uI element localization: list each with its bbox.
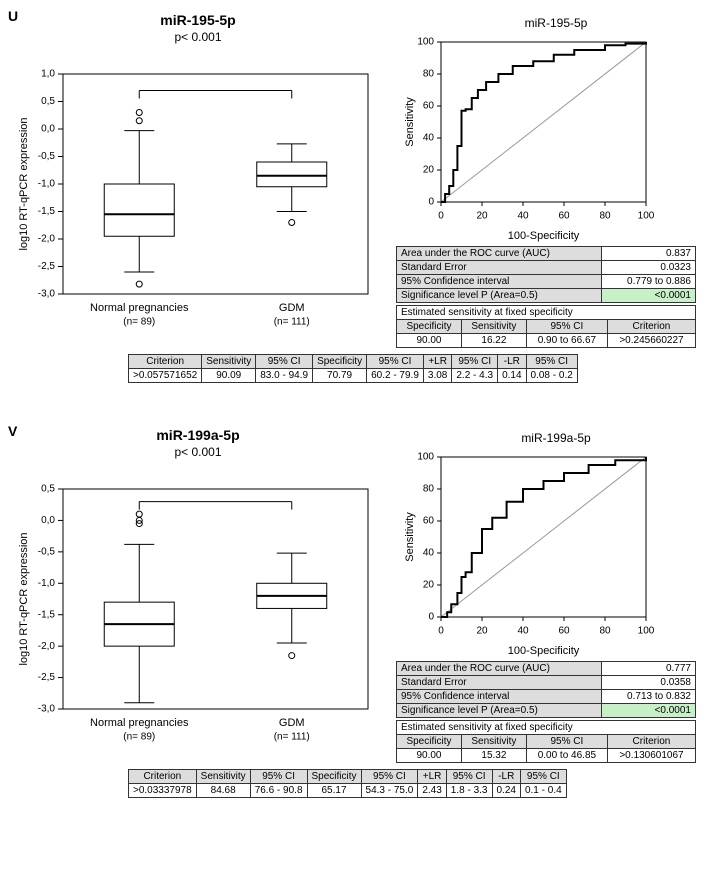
svg-text:(n= 111): (n= 111) bbox=[274, 317, 310, 328]
svg-text:-2,5: -2,5 bbox=[38, 261, 56, 272]
estimated-sensitivity-table: Estimated sensitivity at fixed specifici… bbox=[396, 720, 696, 763]
svg-text:0: 0 bbox=[438, 626, 444, 637]
svg-text:-2,0: -2,0 bbox=[38, 234, 56, 245]
svg-text:100-Specificity: 100-Specificity bbox=[508, 645, 580, 657]
svg-text:-1,0: -1,0 bbox=[38, 179, 56, 190]
svg-text:100: 100 bbox=[417, 37, 434, 48]
svg-text:40: 40 bbox=[423, 548, 435, 559]
svg-text:0: 0 bbox=[428, 612, 434, 623]
svg-text:-0,5: -0,5 bbox=[38, 546, 56, 557]
panel-V: VmiR-199a-5p p< 0.001 -3,0 -2,5 -2,0 -1,5 -1,0… bbox=[8, 423, 719, 798]
svg-text:80: 80 bbox=[423, 484, 435, 495]
svg-text:80: 80 bbox=[599, 211, 611, 222]
svg-text:100: 100 bbox=[417, 452, 434, 463]
svg-text:0,5: 0,5 bbox=[41, 484, 55, 495]
stats-table: Area under the ROC curve (AUC)0.837Stand… bbox=[396, 246, 696, 303]
panel-letter: V bbox=[8, 423, 17, 439]
criterion-table: CriterionSensitivity95% CISpecificity95%… bbox=[128, 354, 578, 383]
roc-title: miR-195-5p bbox=[396, 16, 716, 30]
svg-text:80: 80 bbox=[599, 626, 611, 637]
svg-text:20: 20 bbox=[476, 211, 488, 222]
svg-text:Sensitivity: Sensitivity bbox=[404, 512, 416, 562]
svg-text:20: 20 bbox=[476, 626, 488, 637]
svg-text:GDM: GDM bbox=[279, 302, 305, 314]
panel-letter: U bbox=[8, 8, 18, 24]
roc-chart: 0 20 40 60 80 100 0 20 40 60 80 100 100-Specificity S… bbox=[396, 32, 656, 242]
svg-text:1,0: 1,0 bbox=[41, 69, 55, 80]
svg-text:100: 100 bbox=[638, 626, 655, 637]
stats-table: Area under the ROC curve (AUC)0.777Stand… bbox=[396, 661, 696, 718]
svg-text:0: 0 bbox=[438, 211, 444, 222]
svg-text:Normal pregnancies: Normal pregnancies bbox=[90, 302, 189, 314]
svg-text:(n= 89): (n= 89) bbox=[123, 732, 155, 743]
svg-text:40: 40 bbox=[423, 133, 435, 144]
svg-text:(n= 89): (n= 89) bbox=[123, 317, 155, 328]
svg-text:60: 60 bbox=[423, 101, 435, 112]
svg-text:60: 60 bbox=[423, 516, 435, 527]
svg-text:-0,5: -0,5 bbox=[38, 151, 56, 162]
roc-title: miR-199a-5p bbox=[396, 431, 716, 445]
svg-text:(n= 111): (n= 111) bbox=[274, 732, 310, 743]
svg-text:20: 20 bbox=[423, 580, 435, 591]
svg-text:-1,0: -1,0 bbox=[38, 578, 56, 589]
svg-text:0,0: 0,0 bbox=[41, 124, 55, 135]
boxplot-title: miR-199a-5p bbox=[8, 427, 388, 443]
svg-text:0: 0 bbox=[428, 197, 434, 208]
svg-text:log10 RT-qPCR expression: log10 RT-qPCR expression bbox=[18, 532, 30, 665]
svg-text:Normal pregnancies: Normal pregnancies bbox=[90, 717, 189, 729]
p-value-label: p< 0.001 bbox=[8, 30, 388, 44]
svg-text:0,0: 0,0 bbox=[41, 515, 55, 526]
svg-text:20: 20 bbox=[423, 165, 435, 176]
svg-text:80: 80 bbox=[423, 69, 435, 80]
svg-text:-2,5: -2,5 bbox=[38, 672, 56, 683]
svg-text:60: 60 bbox=[558, 626, 570, 637]
svg-text:Sensitivity: Sensitivity bbox=[404, 97, 416, 147]
svg-text:log10 RT-qPCR expression: log10 RT-qPCR expression bbox=[18, 117, 30, 250]
svg-text:-1,5: -1,5 bbox=[38, 206, 56, 217]
svg-text:-2,0: -2,0 bbox=[38, 641, 56, 652]
svg-text:100: 100 bbox=[638, 211, 655, 222]
svg-text:40: 40 bbox=[517, 626, 529, 637]
criterion-table: CriterionSensitivity95% CISpecificity95%… bbox=[128, 769, 567, 798]
svg-text:-1,5: -1,5 bbox=[38, 609, 56, 620]
roc-chart: 0 20 40 60 80 100 0 20 40 60 80 100 100-Specificity S… bbox=[396, 447, 656, 657]
svg-text:-3,0: -3,0 bbox=[38, 704, 56, 715]
svg-text:100-Specificity: 100-Specificity bbox=[508, 230, 580, 242]
svg-text:40: 40 bbox=[517, 211, 529, 222]
svg-text:60: 60 bbox=[558, 211, 570, 222]
boxplot-title: miR-195-5p bbox=[8, 12, 388, 28]
boxplot-chart: -3,0 -2,5 -2,0 -1,5 -1,0 -0,5 0,0 0,5 log10 RT-q… bbox=[8, 459, 378, 759]
svg-text:0,5: 0,5 bbox=[41, 96, 55, 107]
boxplot-chart: -3,0 -2,5 -2,0 -1,5 -1,0 -0,5 0,0 0,5 1,0 log10 R… bbox=[8, 44, 378, 344]
svg-text:GDM: GDM bbox=[279, 717, 305, 729]
estimated-sensitivity-table: Estimated sensitivity at fixed specifici… bbox=[396, 305, 696, 348]
panel-U: UmiR-195-5pp< 0.001-3,0-2,5-2,0-1,5-1,0-… bbox=[8, 8, 719, 383]
p-value-label: p< 0.001 bbox=[8, 445, 388, 459]
svg-text:-3,0: -3,0 bbox=[38, 289, 56, 300]
